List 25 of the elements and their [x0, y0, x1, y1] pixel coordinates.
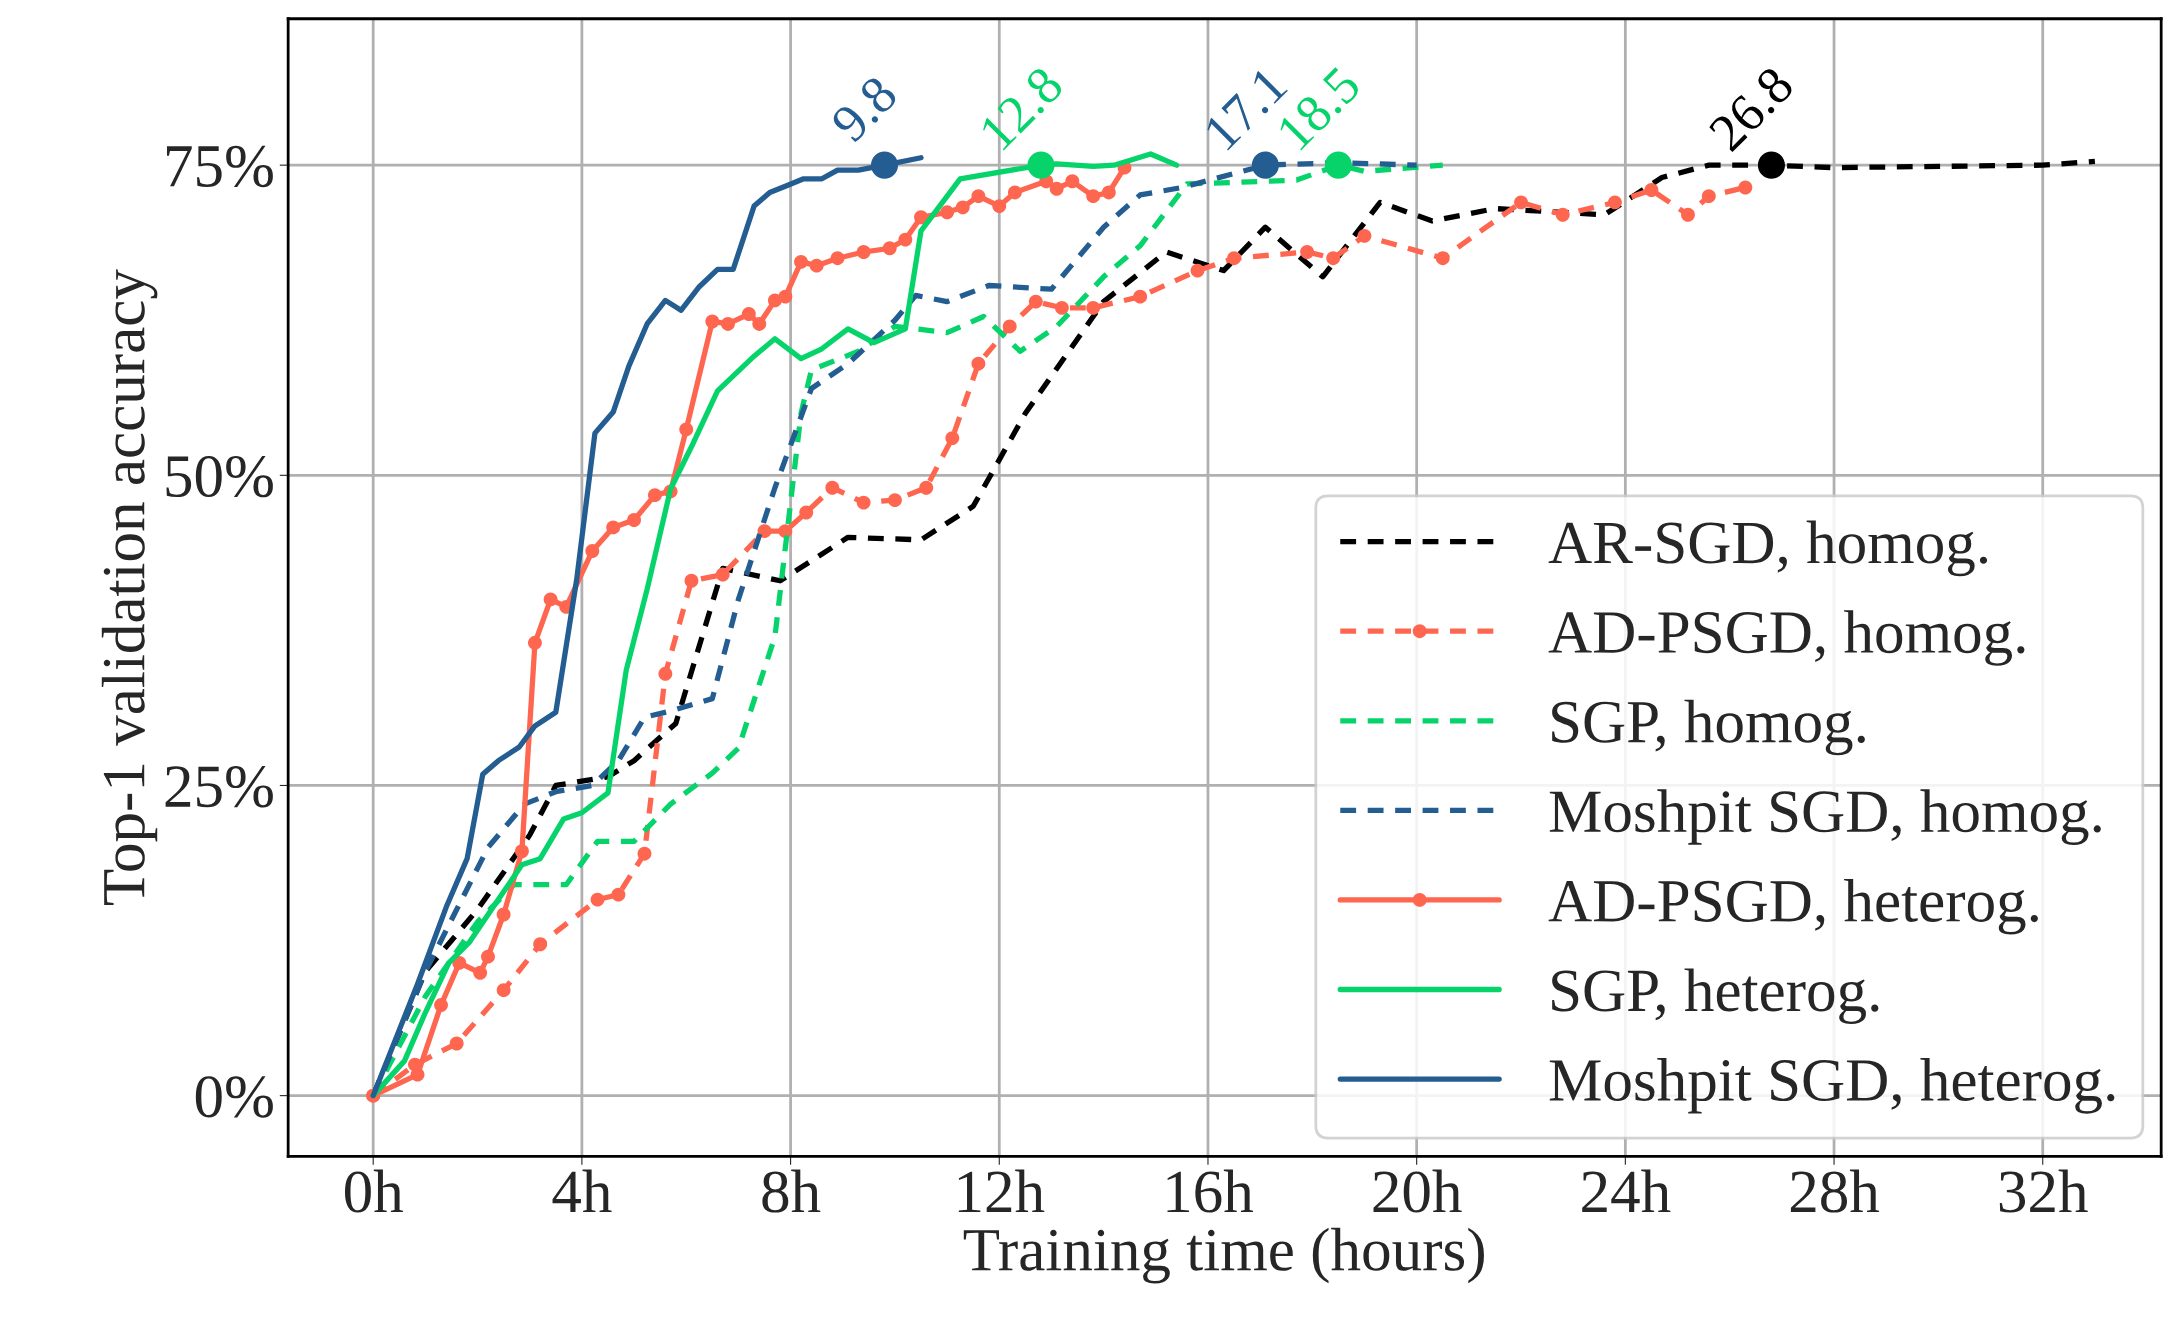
x-tick-label: 16h [1167, 1169, 1253, 1213]
x-tick-label: 20h [1373, 1169, 1462, 1213]
legend-label: AD-PSGD, homog. [1548, 610, 2025, 666]
x-tick-label: 32h [1999, 1169, 2088, 1213]
y-tick-label: 75% [166, 145, 273, 188]
y-tick-label: 0% [195, 1076, 273, 1118]
x-tick-label: 28h [1790, 1169, 1880, 1213]
y-tick-label: 25% [165, 766, 273, 808]
x-tick-label: 8h [762, 1169, 821, 1213]
legend-label: AD-PSGD, heterog. [1548, 878, 2038, 935]
y-tick-label: 50% [166, 455, 273, 498]
annotation: 12.8 [978, 65, 1065, 151]
legend-label: Moshpit SGD, homog. [1549, 789, 2101, 845]
x-tick-label: 24h [1582, 1169, 1671, 1213]
legend-label: AR-SGD, homog. [1548, 520, 1988, 577]
x-tick-label: 4h [552, 1169, 612, 1213]
annotation: 9.8 [829, 74, 899, 144]
x-tick-label: 12h [958, 1169, 1045, 1213]
legend-label: Moshpit SGD, heterog. [1549, 1058, 2115, 1114]
legend-label: SGP, heterog. [1552, 968, 1879, 1025]
x-axis-title: Training time (hours) [963, 1227, 1484, 1284]
annotation: 26.8 [1707, 65, 1796, 153]
legend-label: SGP, homog. [1552, 699, 1865, 756]
y-axis-title: Top-1 validation accuracy [101, 269, 158, 906]
x-tick-label: 0h [344, 1169, 403, 1213]
